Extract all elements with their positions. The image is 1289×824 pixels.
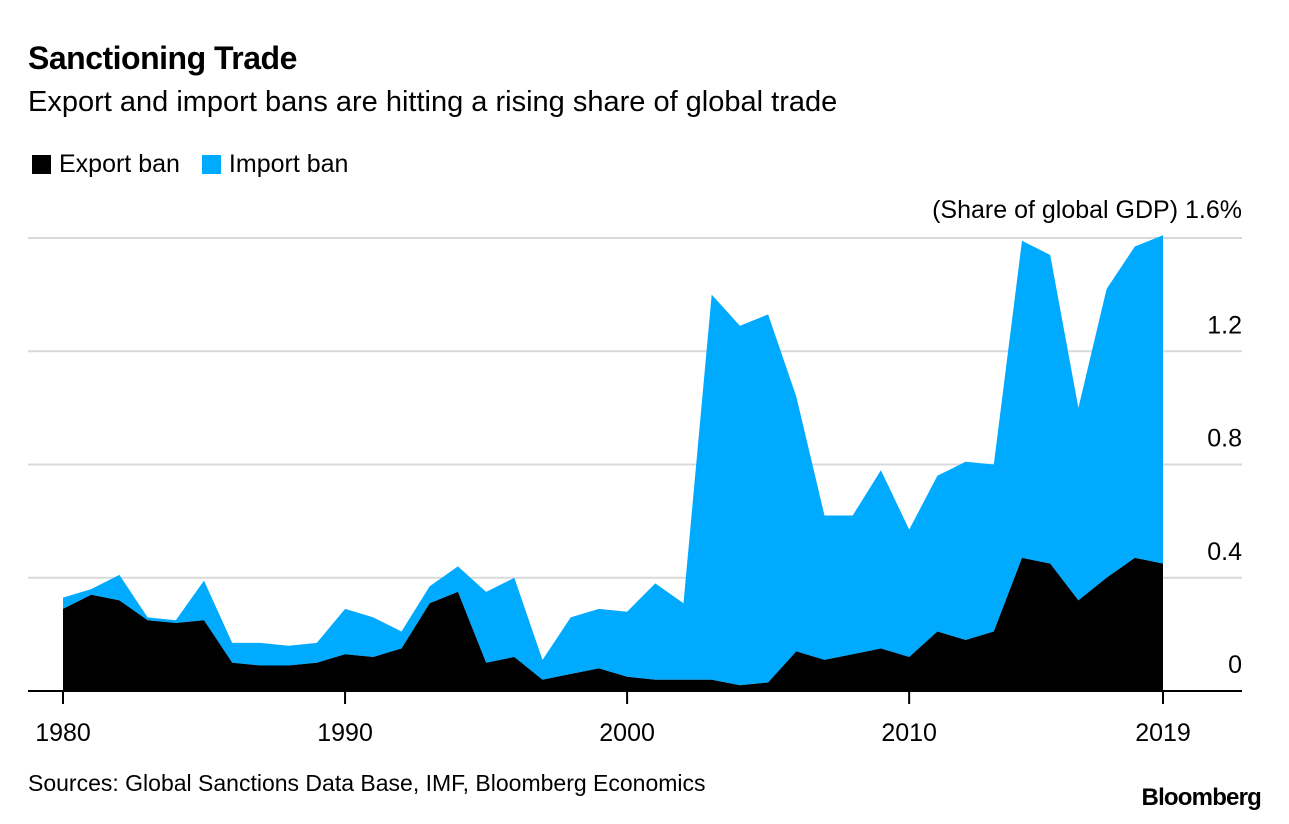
legend-item-import: Import ban (201, 150, 349, 179)
import-ban-area (63, 235, 1163, 691)
export-ban-area (63, 557, 1163, 691)
chart-title: Sanctioning Trade (28, 40, 297, 76)
legend-label-export: Export ban (59, 150, 180, 178)
y-tick-label-0.8: 0.8 (1207, 425, 1242, 453)
brand-logo: Bloomberg (1141, 784, 1262, 811)
y-tick-label-0.4: 0.4 (1207, 538, 1242, 566)
y-tick-label-0: 0 (1228, 651, 1242, 679)
chart-subtitle: Export and import bans are hitting a ris… (28, 86, 838, 118)
x-tick-label-1980: 1980 (35, 719, 91, 747)
x-tick-label-2000: 2000 (599, 719, 655, 747)
y-tick-label-1.2: 1.2 (1207, 311, 1242, 339)
legend-swatch-import (201, 155, 221, 174)
y-axis-top-label: (Share of global GDP) 1.6% (932, 196, 1242, 224)
legend: Export ban Import ban (32, 150, 370, 179)
legend-item-export: Export ban (32, 150, 180, 179)
legend-label-import: Import ban (228, 150, 349, 178)
x-tick-label-2019: 2019 (1135, 719, 1191, 747)
x-tick-label-1990: 1990 (317, 719, 373, 747)
legend-swatch-export (32, 155, 51, 174)
x-tick-label-2010: 2010 (881, 719, 937, 747)
source-note: Sources: Global Sanctions Data Base, IMF… (28, 770, 706, 796)
